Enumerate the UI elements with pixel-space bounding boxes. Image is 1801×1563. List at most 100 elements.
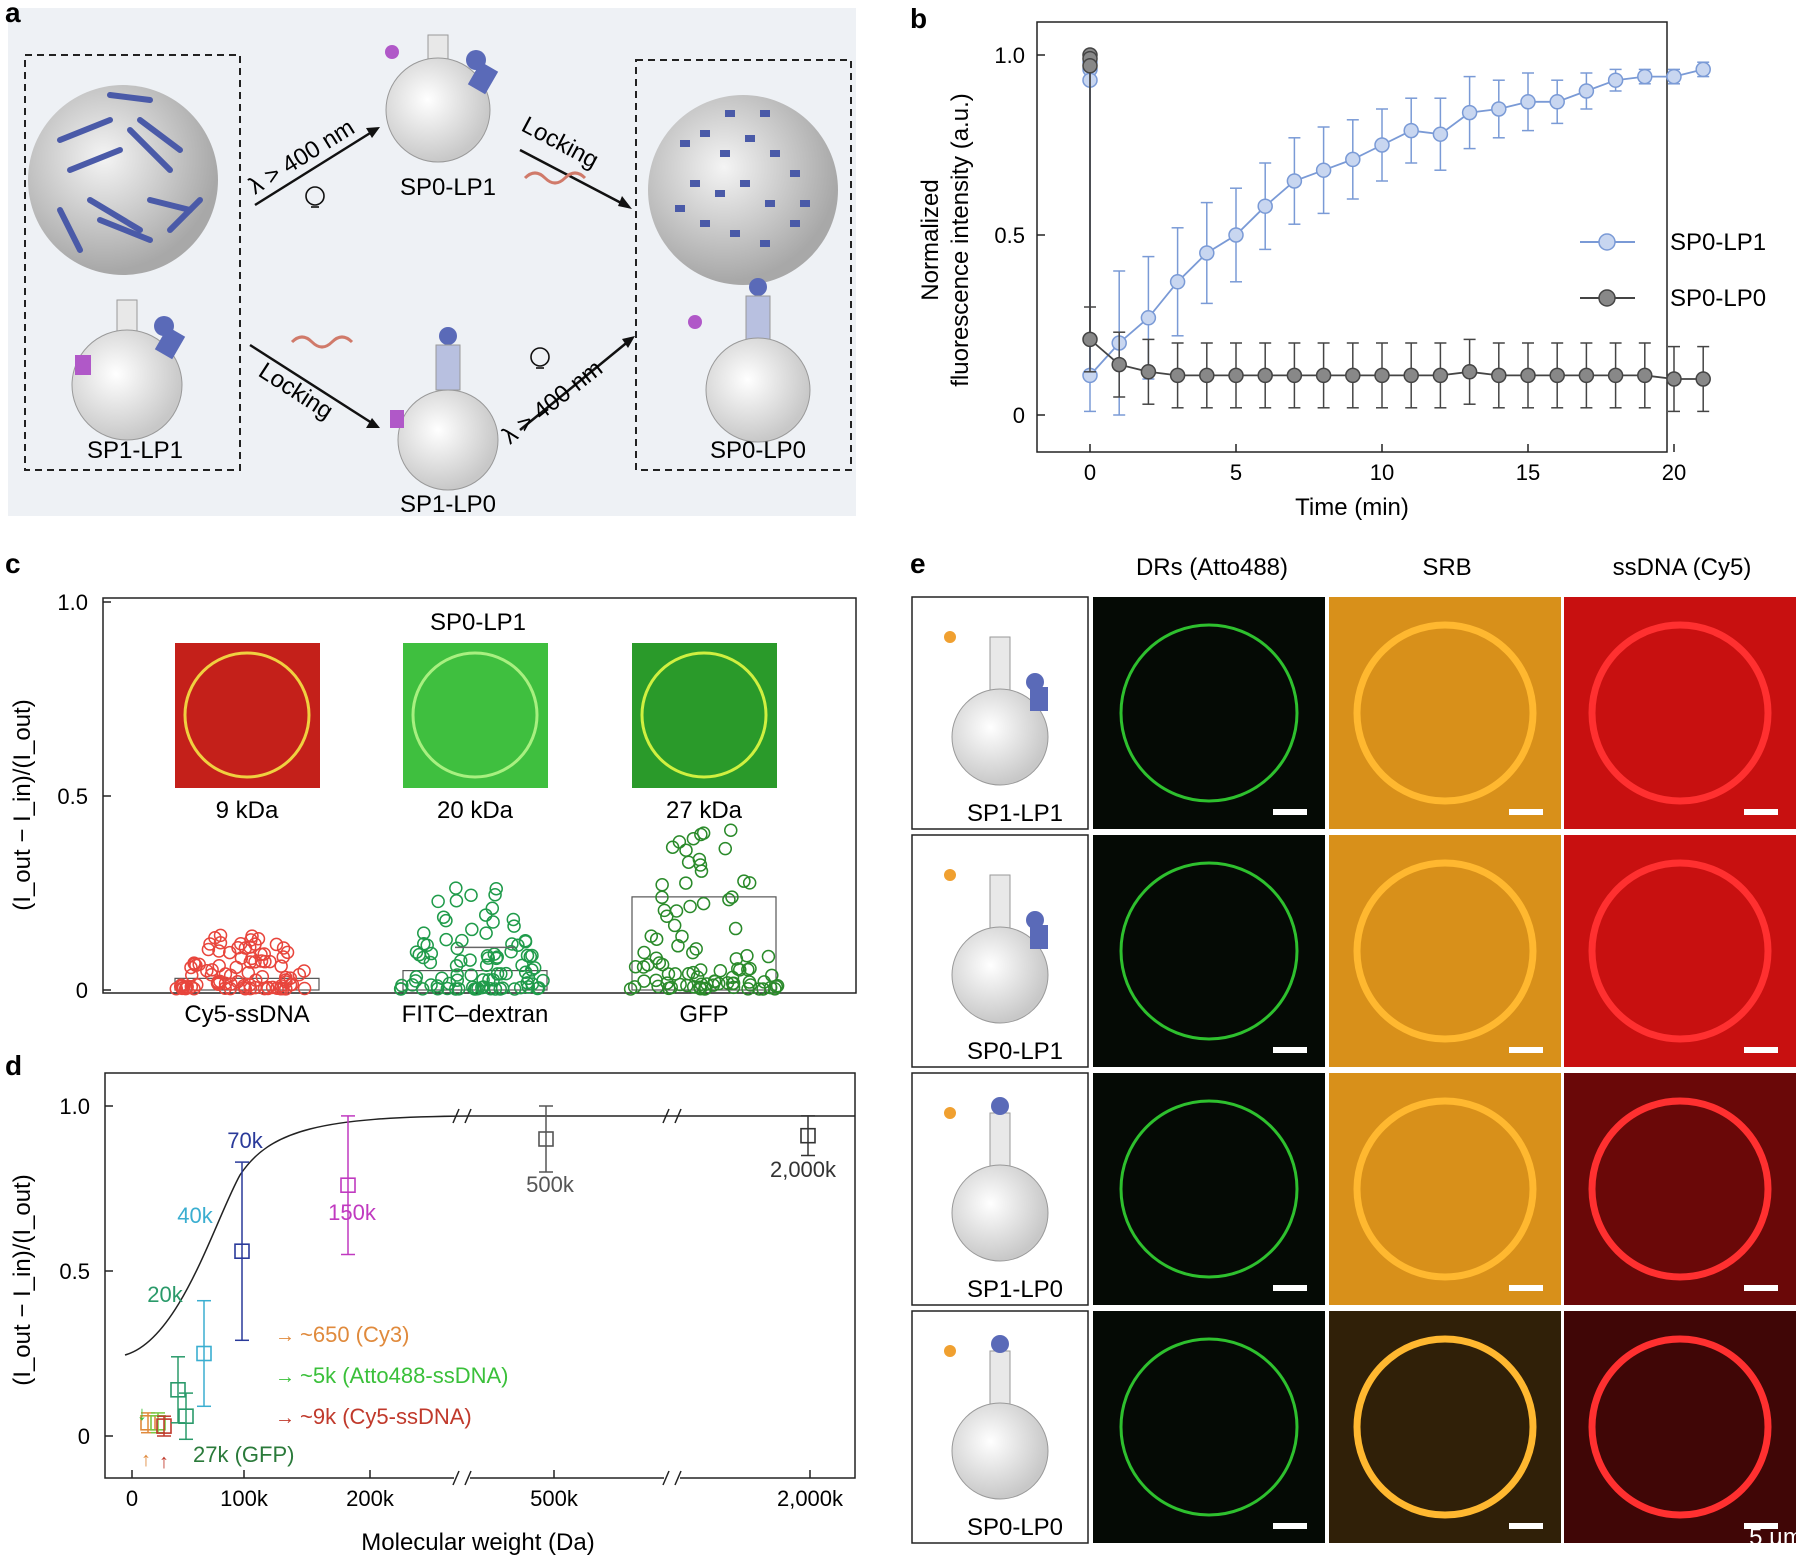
micrograph: [1564, 1311, 1796, 1543]
svg-text:↑: ↑: [159, 1451, 169, 1473]
row-label: SP0-LP0: [967, 1514, 1063, 1541]
data-point: [178, 1408, 194, 1425]
data-point: [718, 841, 733, 856]
data-point: [254, 947, 268, 962]
data-point: [464, 968, 478, 982]
y-tick-label: 0.5: [994, 223, 1025, 248]
data-point: [1607, 367, 1624, 384]
label-70k: 70k: [227, 1128, 263, 1153]
data-point: [525, 977, 540, 991]
flask-sp1-lp0: [390, 327, 499, 491]
data-point: [479, 958, 494, 972]
vesicle-ring: [1353, 1097, 1537, 1281]
data-point: [276, 950, 291, 964]
data-point: [1403, 367, 1419, 384]
data-point: [179, 981, 194, 995]
data-point: [449, 881, 463, 895]
data-point: [213, 928, 228, 943]
data-point: [431, 894, 445, 909]
scale-bar: [1744, 1523, 1778, 1529]
vesicle-ring: [1588, 1335, 1772, 1519]
micrograph: [1564, 1073, 1796, 1305]
data-point: [689, 942, 703, 956]
category-gfp: GFP: [679, 1001, 728, 1028]
inset-label-9kda: 9 kDa: [216, 797, 279, 824]
col-header-srb: SRB: [1422, 554, 1471, 581]
data-point: [1461, 364, 1478, 380]
data-point: [733, 963, 747, 977]
data-point: [173, 979, 188, 994]
svg-text:↓: ↓: [137, 1403, 147, 1425]
data-point: [196, 1345, 212, 1362]
x-tick-label: 0: [126, 1486, 138, 1511]
scale-bar: [1273, 1285, 1307, 1291]
data-point: [652, 956, 667, 970]
data-point: [1199, 367, 1215, 384]
data-point: [229, 960, 244, 975]
label-2000k: 2,000k: [770, 1157, 837, 1182]
data-point: [1257, 198, 1273, 214]
scale-bar: [1744, 1285, 1778, 1291]
data-point: [261, 981, 275, 996]
data-point: [686, 831, 701, 846]
data-point: [743, 978, 758, 992]
data-point: [276, 941, 291, 955]
data-point: [1169, 367, 1186, 384]
data-point: [485, 901, 500, 916]
y-axis-label: (I_out − I_in)/(I_out): [9, 1174, 36, 1385]
data-point: [770, 979, 785, 993]
fit-curve: [124, 1115, 855, 1356]
data-point: [641, 958, 655, 972]
data-point: [223, 981, 238, 996]
data-point: [454, 954, 468, 968]
data-point: [737, 874, 751, 888]
data-point: [1666, 68, 1682, 85]
vesicle-ring: [1588, 621, 1772, 805]
data-point: [665, 840, 680, 854]
micrograph: [1564, 835, 1796, 1067]
data-point: [478, 908, 493, 922]
plot-frame: [1036, 21, 1668, 453]
data-point: [763, 980, 778, 995]
data-point: [482, 973, 496, 987]
vesicle-right: [648, 95, 838, 285]
data-point: [218, 967, 233, 981]
data-point: [1549, 94, 1565, 110]
data-point: [769, 980, 784, 994]
data-point: [140, 1414, 156, 1431]
data-point: [424, 978, 438, 992]
data-point: [440, 981, 455, 996]
data-point: [527, 961, 542, 975]
chart-title: SP0-LP1: [430, 609, 526, 636]
data-point: [696, 896, 711, 911]
data-point: [1228, 227, 1244, 243]
data-point: [1695, 371, 1711, 387]
panel-c-label: c: [5, 548, 21, 579]
data-point: [700, 977, 714, 991]
data-point: [450, 973, 465, 988]
data-point: [1666, 371, 1682, 387]
data-point: [513, 980, 528, 995]
svg-text:→: →: [275, 1407, 295, 1429]
micrograph: [1329, 1311, 1561, 1543]
data-point: [679, 843, 693, 857]
vesicle-ring: [1353, 621, 1537, 805]
data-point: [1432, 367, 1449, 384]
data-point: [741, 982, 755, 996]
data-point: [212, 944, 226, 958]
data-point: [742, 876, 757, 890]
data-point: [223, 968, 238, 983]
data-point: [189, 958, 203, 973]
data-point: [170, 1381, 186, 1398]
data-point: [486, 973, 500, 987]
x-tick-label: 100k: [220, 1486, 269, 1511]
col-header-drs: DRs (Atto488): [1136, 554, 1288, 581]
data-point: [661, 967, 676, 981]
data-point: [1578, 83, 1595, 99]
flask-sp0-lp0: [688, 278, 811, 443]
data-point: [655, 878, 669, 892]
data-point: [471, 981, 485, 996]
data-point: [1491, 367, 1507, 384]
annot-cy5: ~9k (Cy5-ssDNA): [300, 1404, 472, 1429]
scale-bar: [1744, 809, 1778, 815]
